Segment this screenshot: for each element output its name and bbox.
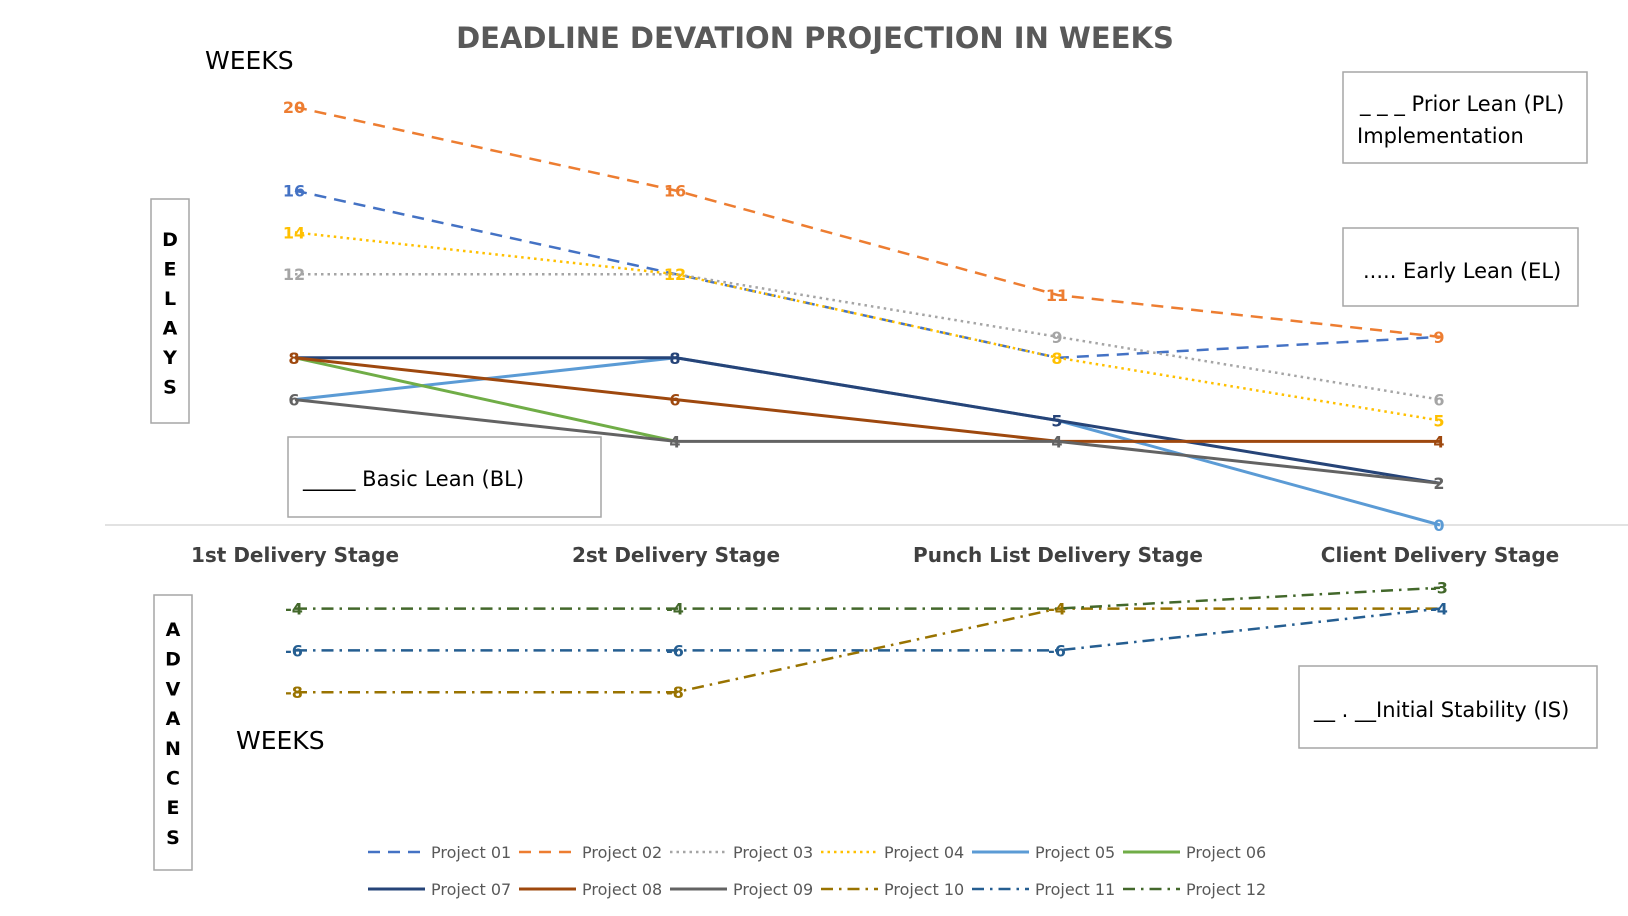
data-label-4: 8 — [288, 349, 299, 368]
legend-label-8: Project 08 — [582, 880, 662, 899]
annotation-el-box — [1342, 227, 1579, 307]
legend-item-10: Project 10 — [821, 880, 964, 899]
data-label-28: 2 — [1433, 474, 1444, 493]
y-axis-label-bottom: WEEKS — [236, 726, 325, 755]
data-label-27: 4 — [1433, 432, 1444, 451]
category-label-4: Client Delivery Stage — [1321, 543, 1559, 567]
data-label-0: 20 — [283, 98, 305, 117]
legend-label-7: Project 07 — [431, 880, 511, 899]
annotation-bl-line-1: _____ Basic Lean (BL) — [302, 467, 524, 492]
annotation-bl: _____ Basic Lean (BL) — [287, 436, 602, 518]
data-label-24: 9 — [1433, 328, 1444, 347]
data-label-1: 16 — [283, 182, 305, 201]
data-label-13: 4 — [669, 432, 680, 451]
legend-label-3: Project 03 — [733, 843, 813, 862]
category-label-2: 2st Delivery Stage — [572, 543, 780, 567]
legend-item-3: Project 03 — [670, 843, 813, 862]
data-label-26: 5 — [1433, 412, 1444, 431]
annotation-pl-box — [1342, 71, 1588, 164]
legend-label-10: Project 10 — [884, 880, 964, 899]
legend-item-7: Project 07 — [368, 880, 511, 899]
category-labels: 1st Delivery Stage 2st Delivery Stage Punc… — [191, 543, 1559, 567]
legend-item-9: Project 09 — [670, 880, 813, 899]
series-line-1 — [294, 189, 1441, 360]
legend-item-2: Project 02 — [519, 843, 662, 862]
legend-label-2: Project 02 — [582, 843, 662, 862]
data-label-29: 0 — [1433, 516, 1444, 535]
series-line-10 — [295, 607, 1440, 694]
legend-item-1: Project 01 — [368, 843, 511, 862]
legend-label-5: Project 05 — [1035, 843, 1115, 862]
data-label-20: 5 — [1051, 412, 1062, 431]
legend-item-8: Project 08 — [519, 880, 662, 899]
series-line-12 — [295, 586, 1441, 610]
data-label-18: 9 — [1051, 328, 1062, 347]
legend-label-1: Project 01 — [431, 843, 511, 862]
annotation-pl-line-1: _ _ _ Prior Lean (PL) — [1359, 92, 1564, 117]
data-label-7: -6 — [285, 641, 303, 660]
series-lines — [294, 105, 1441, 694]
data-label-31: -4 — [1430, 600, 1448, 619]
data-label-10: 12 — [664, 265, 686, 284]
series-line-4 — [294, 231, 1441, 422]
data-label-5: 6 — [288, 391, 299, 410]
data-label-9: 16 — [664, 182, 686, 201]
legend-item-4: Project 04 — [821, 843, 964, 862]
legend-label-9: Project 09 — [733, 880, 813, 899]
annotation-is-line-1: __ . __Initial Stability (IS) — [1313, 698, 1569, 723]
category-label-3: Punch List Delivery Stage — [913, 543, 1203, 567]
data-label-3: 12 — [283, 265, 305, 284]
data-label-11: 8 — [669, 349, 680, 368]
data-label-16: -8 — [666, 683, 684, 702]
data-label-14: -4 — [666, 600, 684, 619]
annotation-el: ..... Early Lean (EL) — [1342, 227, 1579, 307]
annotation-pl: _ _ _ Prior Lean (PL) Implementation — [1342, 71, 1588, 164]
series-line-9 — [294, 398, 1441, 485]
legend-item-11: Project 11 — [972, 880, 1115, 899]
category-label-1: 1st Delivery Stage — [191, 543, 399, 567]
data-label-6: -4 — [285, 600, 303, 619]
annotation-el-line-1: ..... Early Lean (EL) — [1363, 259, 1561, 283]
series-line-11 — [295, 607, 1441, 652]
data-label-17: 11 — [1046, 286, 1068, 305]
data-label-15: -6 — [666, 641, 684, 660]
series-line-2 — [294, 105, 1441, 339]
data-label-23: -6 — [1048, 641, 1066, 660]
data-label-8: -8 — [285, 683, 303, 702]
legend: Project 01 Project 02 Project 03 Project 04… — [368, 843, 1266, 899]
data-label-30: -3 — [1430, 579, 1448, 598]
legend-label-11: Project 11 — [1035, 880, 1115, 899]
data-label-21: 4 — [1051, 432, 1062, 451]
series-line-8 — [294, 356, 1440, 443]
series-line-3 — [295, 272, 1441, 401]
data-labels: 2016141286-4-6-81612864-4-6-8119854-4-69… — [283, 98, 1448, 702]
data-label-12: 6 — [669, 391, 680, 410]
annotation-is: __ . __Initial Stability (IS) — [1298, 665, 1598, 749]
y-axis-label-top: WEEKS — [205, 46, 294, 75]
annotation-bl-box — [287, 436, 602, 518]
legend-item-5: Project 05 — [972, 843, 1115, 862]
delays-label-box — [150, 198, 190, 424]
series-line-6 — [294, 356, 677, 443]
data-label-19: 8 — [1051, 349, 1062, 368]
data-label-2: 14 — [283, 223, 305, 242]
annotation-pl-line-2: Implementation — [1357, 124, 1524, 148]
legend-item-12: Project 12 — [1123, 880, 1266, 899]
series-line-7 — [295, 356, 1441, 485]
advances-label-box — [153, 594, 193, 871]
legend-item-6: Project 06 — [1123, 843, 1266, 862]
legend-label-6: Project 06 — [1186, 843, 1266, 862]
data-label-22: -4 — [1048, 600, 1066, 619]
legend-label-4: Project 04 — [884, 843, 964, 862]
annotation-is-box — [1298, 665, 1598, 749]
data-label-25: 6 — [1433, 391, 1444, 410]
chart-title: DEADLINE DEVATION PROJECTION IN WEEKS — [456, 21, 1174, 55]
legend-label-12: Project 12 — [1186, 880, 1266, 899]
